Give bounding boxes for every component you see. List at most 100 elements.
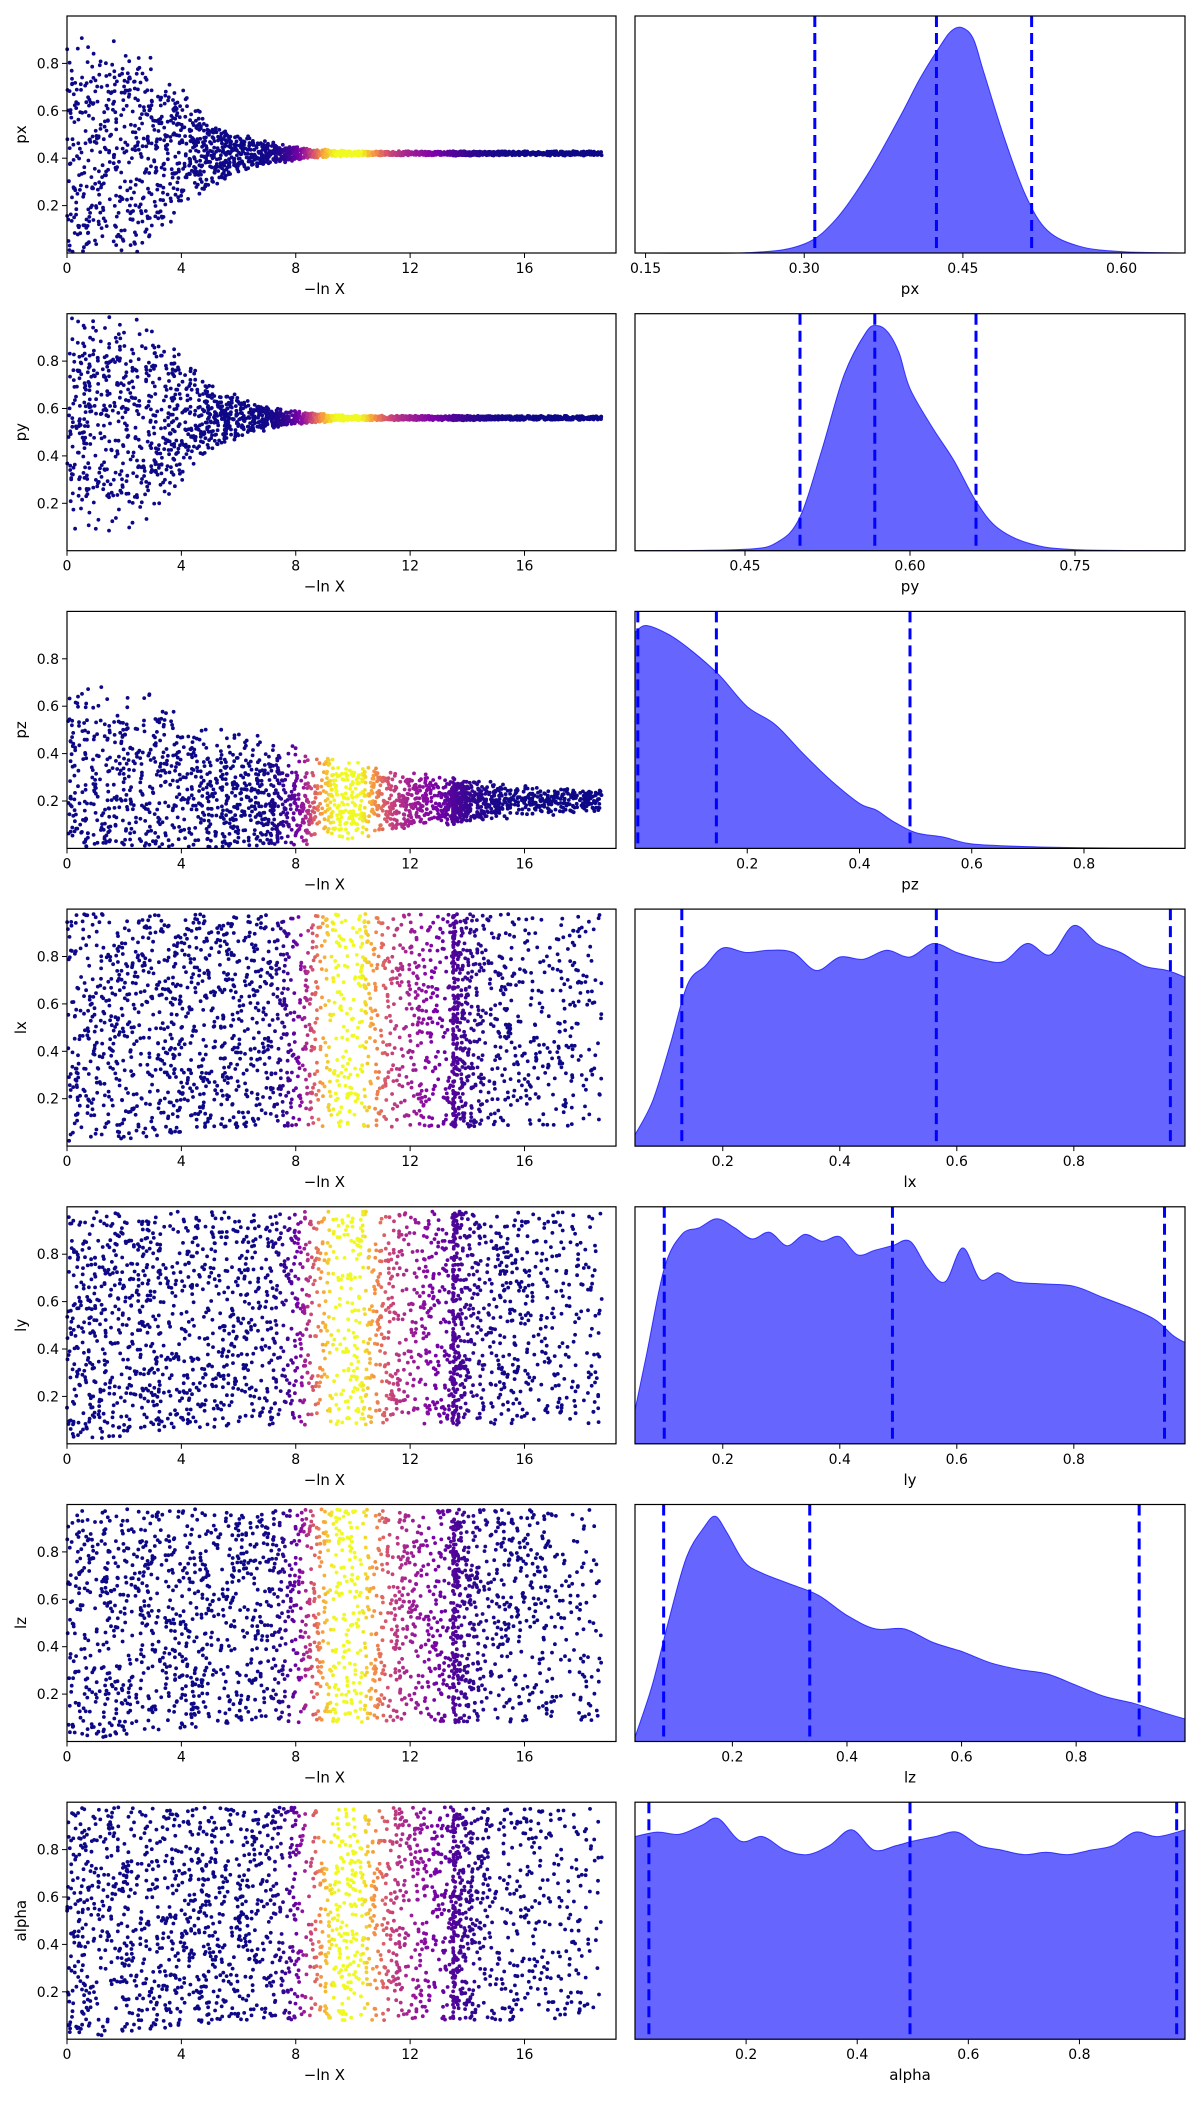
trace-point [77,157,81,161]
trace-point [138,332,142,336]
trace-point [79,82,83,86]
trace-point [174,193,178,197]
trace-point [383,417,387,421]
trace-point [82,430,86,434]
trace-point [178,472,182,476]
trace-point [244,417,248,421]
trace-point [392,416,396,420]
trace-point [88,442,92,446]
trace-point [165,143,169,147]
trace-point [178,422,182,426]
trace-point [70,219,74,223]
trace-point [68,244,72,248]
trace-point [179,128,183,132]
trace-point [151,381,155,385]
trace-point [207,446,211,450]
trace-point [73,231,77,235]
trace-point [166,416,170,420]
trace-point [92,218,96,222]
trace-point [110,519,114,523]
trace-point [156,216,160,220]
trace-point [178,115,182,119]
trace-point [410,416,414,420]
trace-point [102,483,106,487]
trace-point [224,420,228,424]
kde-area-px [635,27,1185,253]
trace-point [100,175,104,179]
trace-point [105,129,109,133]
trace-point [99,412,103,416]
trace-point [401,152,405,156]
trace-point [158,117,162,121]
trace-point [160,408,164,412]
trace-point [141,416,145,420]
trace-ytick-label: 0.6 [37,402,59,418]
trace-point [115,215,119,219]
trace-point [102,424,106,428]
trace-point [112,153,116,157]
trace-point [337,414,341,418]
trace-point [140,112,144,116]
trace-point [541,152,545,156]
trace-point [142,474,146,478]
trace-point [492,417,496,421]
trace-point [73,527,77,531]
trace-point [413,415,417,419]
trace-point [177,176,181,180]
trace-point [76,141,80,145]
trace-point [79,184,83,188]
trace-point [125,370,129,374]
trace-point [260,414,264,418]
trace-point [172,362,176,366]
trace-point [121,147,125,151]
trace-point [186,394,190,398]
trace-point [147,191,151,195]
trace-point [106,168,110,172]
trace-point [193,181,197,185]
trace-point [145,406,149,410]
trace-point [149,419,153,423]
trace-xtick-label: 16 [516,559,534,575]
trace-point [128,77,132,81]
trace-point [144,379,148,383]
trace-point [198,192,202,196]
trace-point [172,445,176,449]
trace-point [91,135,95,139]
trace-point [104,448,108,452]
trace-point [299,421,303,425]
trace-point [92,369,96,373]
trace-point [207,160,211,164]
trace-point [530,416,534,420]
trace-point [205,392,209,396]
trace-point [97,471,101,475]
trace-point [183,134,187,138]
trace-point [109,91,113,95]
trace-point [591,415,595,419]
trace-point [264,160,268,164]
trace-point [199,440,203,444]
trace-point [367,150,371,154]
trace-point [156,473,160,477]
trace-point [154,166,158,170]
trace-point [225,407,229,411]
trace-point [135,318,139,322]
trace-point [78,487,82,491]
trace-point [134,233,138,237]
trace-point [159,427,163,431]
trace-point [115,235,119,239]
trace-point [117,211,121,215]
trace-point [145,371,149,375]
trace-point [293,157,297,161]
trace-point [223,177,227,181]
trace-point [81,354,85,358]
trace-point [103,467,107,471]
trace-point [194,139,198,143]
trace-point [149,164,153,168]
trace-point [69,478,73,482]
trace-point [123,141,127,145]
trace-point [172,355,176,359]
trace-point [193,413,197,417]
trace-point [78,802,82,806]
trace-point [215,162,219,166]
trace-point [124,428,128,432]
